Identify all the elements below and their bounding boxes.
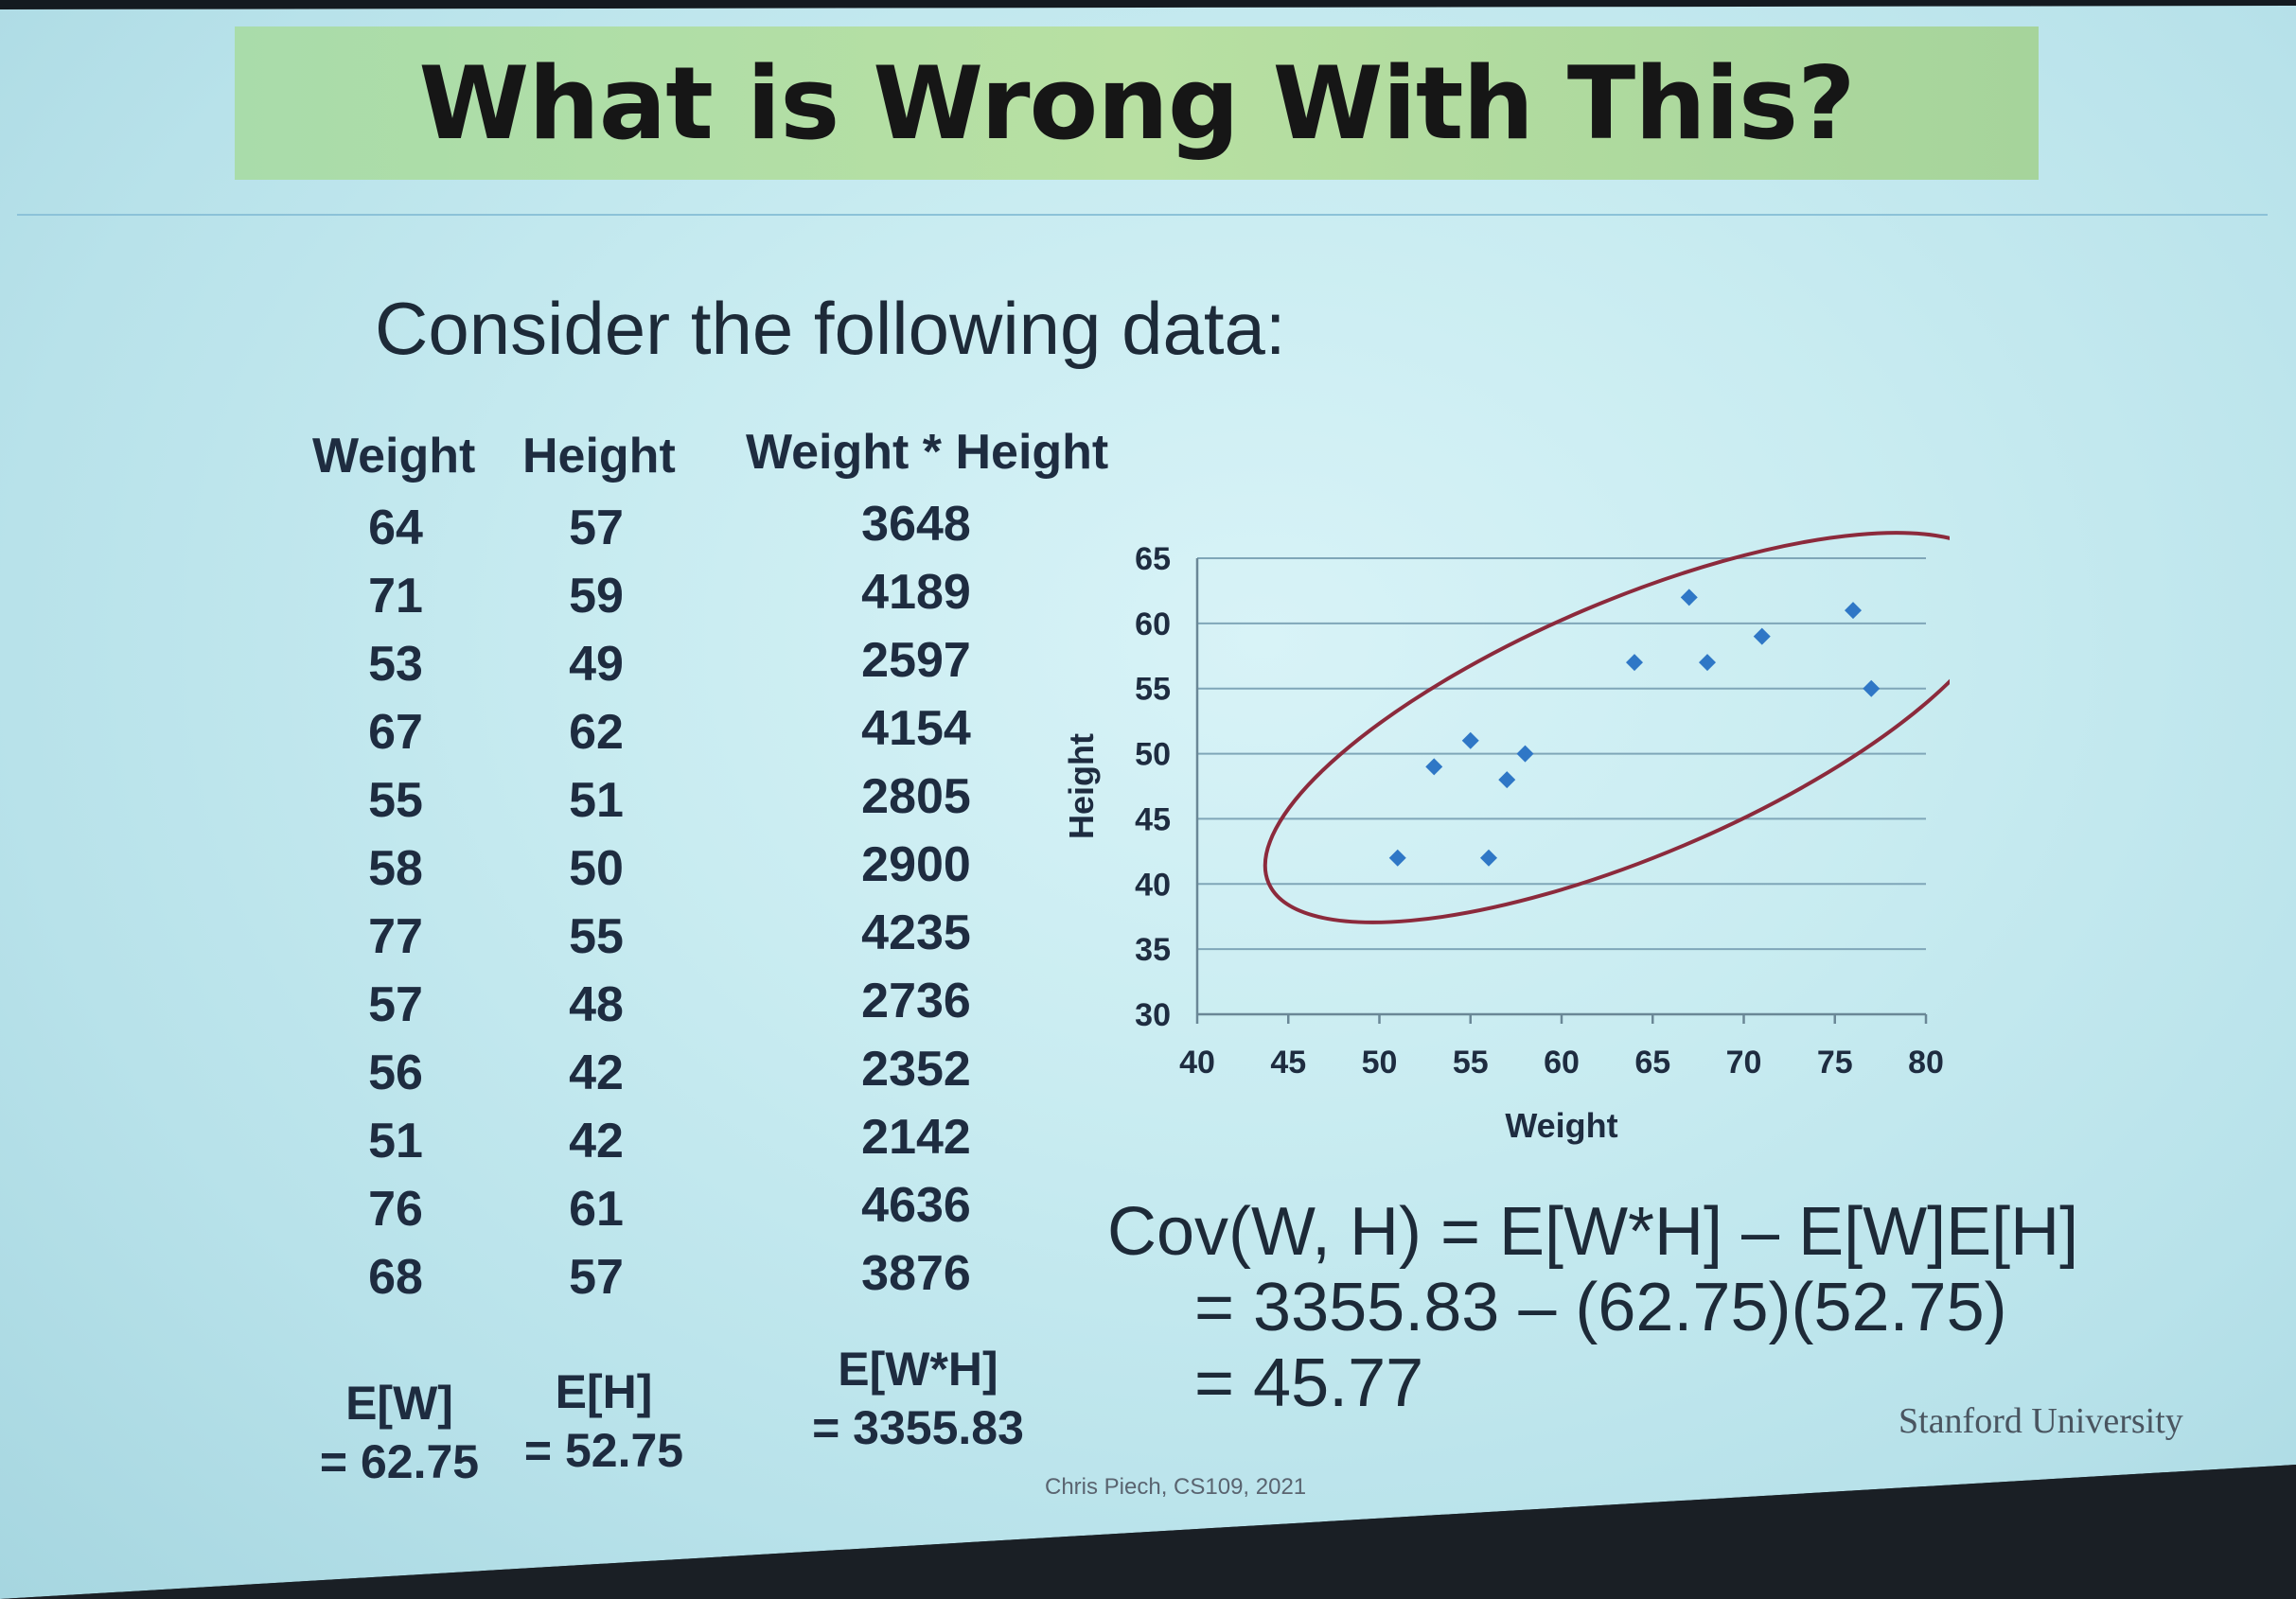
expectation-product: E[W*H] = 3355.83 xyxy=(804,1340,1032,1457)
x-tick-label: 65 xyxy=(1634,1045,1670,1081)
data-point xyxy=(1680,589,1698,606)
x-tick-label: 70 xyxy=(1726,1045,1762,1081)
data-point xyxy=(1461,731,1479,749)
expectation-weight: E[W] = 62.75 xyxy=(305,1374,494,1491)
table-cell-product: 2597 xyxy=(861,633,971,688)
y-tick-label: 40 xyxy=(1135,867,1171,903)
table-cell-height: 55 xyxy=(569,909,624,964)
table-cell-weight: 71 xyxy=(368,569,423,624)
table-cell-weight: 64 xyxy=(368,501,423,555)
table-cell-weight: 58 xyxy=(368,841,423,896)
title-bar: What is Wrong With This? xyxy=(235,26,2039,180)
eh-value: = 52.75 xyxy=(523,1424,684,1477)
table-cell-product: 2352 xyxy=(861,1042,971,1097)
table-cell-weight: 76 xyxy=(368,1182,423,1237)
table-cell-height: 48 xyxy=(569,977,624,1032)
table-cell-product: 3648 xyxy=(861,497,971,552)
table-cell-weight: 67 xyxy=(368,705,423,760)
x-tick-labels: 40 45 50 55 60 65 70 75 80 xyxy=(1179,1045,1944,1081)
chart-axes xyxy=(1195,558,1928,1024)
ew-label: E[W] xyxy=(345,1377,453,1430)
data-point xyxy=(1863,679,1881,697)
table-cell-product: 2805 xyxy=(861,769,971,824)
y-tick-label: 65 xyxy=(1135,541,1171,577)
table-cell-height: 49 xyxy=(569,637,624,692)
header-product: Weight * Height xyxy=(746,425,1109,480)
table-cell-height: 57 xyxy=(569,501,624,555)
data-point xyxy=(1498,771,1516,789)
formula-line-3: = 45.77 xyxy=(1194,1345,1424,1421)
top-strip xyxy=(0,0,2296,9)
y-tick-label: 60 xyxy=(1135,606,1171,642)
y-axis-label: Height xyxy=(1062,733,1101,839)
chart-grid xyxy=(1197,557,1926,951)
table-cell-weight: 51 xyxy=(368,1114,423,1168)
data-point xyxy=(1516,745,1534,763)
slide-credit: Chris Piech, CS109, 2021 xyxy=(1045,1474,1307,1500)
table-cell-product: 4235 xyxy=(861,905,971,960)
covariance-formula: Cov(W, H) = E[W*H] – E[W]E[H] = 3355.83 … xyxy=(1107,1194,2078,1421)
table-cell-height: 57 xyxy=(569,1250,624,1305)
table-cell-weight: 77 xyxy=(368,909,423,964)
table-cell-product: 2736 xyxy=(861,974,971,1028)
x-tick-label: 55 xyxy=(1453,1045,1489,1081)
table-cell-weight: 55 xyxy=(368,773,423,828)
data-point xyxy=(1845,602,1862,620)
data-points xyxy=(1388,589,1881,867)
ewh-value: = 3355.83 xyxy=(812,1401,1024,1454)
formula-line-2: = 3355.83 – (62.75)(52.75) xyxy=(1194,1270,2007,1345)
x-tick-label: 40 xyxy=(1179,1045,1215,1081)
table-cell-product: 4189 xyxy=(861,565,971,620)
table-cell-product: 4154 xyxy=(861,701,971,756)
table-cell-height: 61 xyxy=(569,1182,624,1237)
table-cell-weight: 57 xyxy=(368,977,423,1032)
data-point xyxy=(1388,849,1406,867)
y-tick-label: 45 xyxy=(1135,801,1171,837)
table-cell-product: 4636 xyxy=(861,1178,971,1233)
table-cell-height: 50 xyxy=(569,841,624,896)
x-tick-label: 75 xyxy=(1817,1045,1853,1081)
data-point xyxy=(1480,849,1497,867)
table-cell-height: 51 xyxy=(569,773,624,828)
ewh-label: E[W*H] xyxy=(838,1343,998,1396)
slide-subtitle: Consider the following data: xyxy=(375,287,1286,370)
table-cell-product: 2142 xyxy=(861,1110,971,1165)
scatter-chart: 30 35 40 45 50 55 60 65 40 45 50 55 60 65 70 75 80 Weig… xyxy=(1062,531,1950,1145)
y-tick-label: 55 xyxy=(1135,672,1171,708)
x-tick-label: 60 xyxy=(1544,1045,1580,1081)
data-point xyxy=(1753,627,1771,645)
y-tick-label: 35 xyxy=(1135,932,1171,968)
header-height: Height xyxy=(522,429,676,483)
table-cell-weight: 56 xyxy=(368,1046,423,1100)
header-weight: Weight xyxy=(312,429,476,483)
cluster-annotation-ellipse xyxy=(1263,531,1950,924)
x-tick-label: 50 xyxy=(1362,1045,1398,1081)
eh-label: E[H] xyxy=(555,1365,653,1418)
data-point xyxy=(1425,758,1443,776)
institution-logo-text: Stanford University xyxy=(1899,1401,2183,1441)
y-tick-label: 30 xyxy=(1135,997,1171,1033)
slide-title: What is Wrong With This? xyxy=(418,44,1855,162)
data-point xyxy=(1699,654,1716,672)
title-divider xyxy=(17,214,2268,216)
expectation-height: E[H] = 52.75 xyxy=(509,1362,698,1480)
formula-line-1: Cov(W, H) = E[W*H] – E[W]E[H] xyxy=(1107,1194,2079,1270)
y-tick-label: 50 xyxy=(1135,737,1171,773)
table-cell-weight: 53 xyxy=(368,637,423,692)
x-axis-label: Weight xyxy=(1505,1106,1617,1145)
x-tick-label: 80 xyxy=(1908,1045,1944,1081)
ew-value: = 62.75 xyxy=(319,1435,480,1488)
table-cell-height: 59 xyxy=(569,569,624,624)
x-tick-label: 45 xyxy=(1270,1045,1306,1081)
table-cell-height: 42 xyxy=(569,1046,624,1100)
table-cell-product: 2900 xyxy=(861,837,971,892)
table-cell-product: 3876 xyxy=(861,1246,971,1301)
data-point xyxy=(1626,654,1643,672)
table-cell-height: 62 xyxy=(569,705,624,760)
table-cell-height: 42 xyxy=(569,1114,624,1168)
table-cell-weight: 68 xyxy=(368,1250,423,1305)
y-tick-labels: 30 35 40 45 50 55 60 65 xyxy=(1135,541,1171,1033)
